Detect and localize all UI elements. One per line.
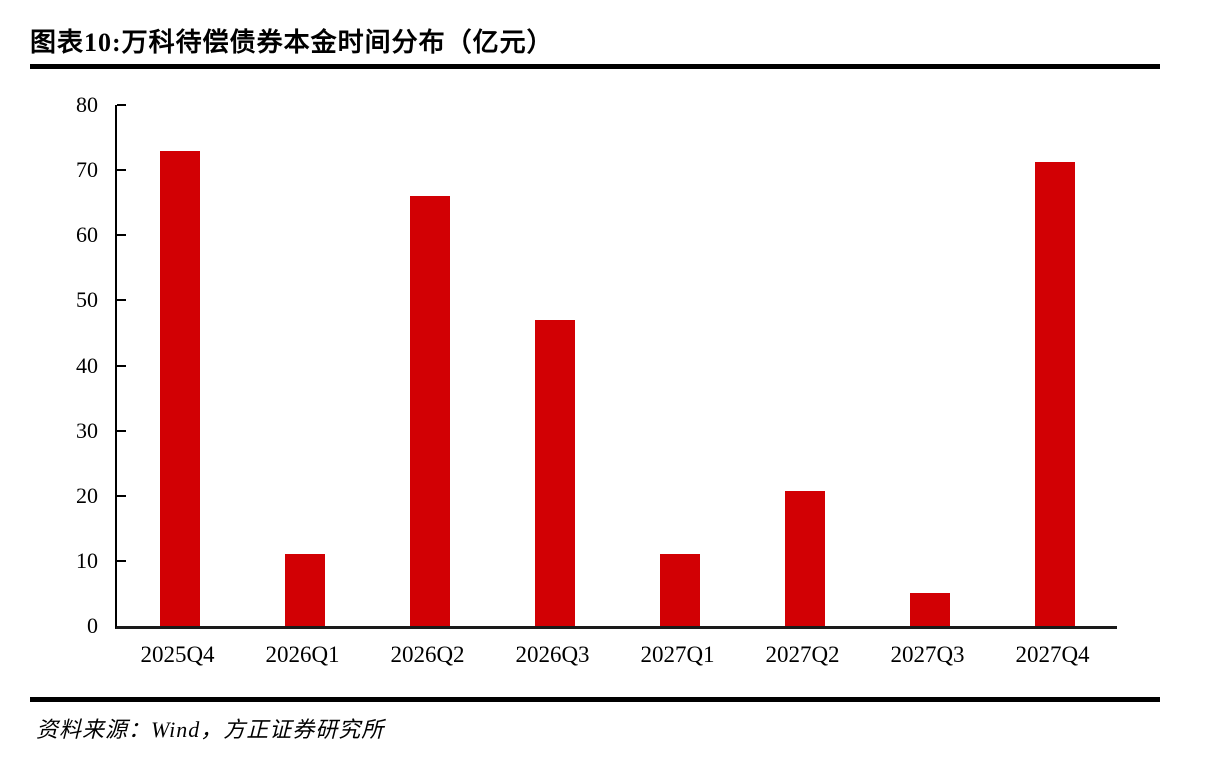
bar-2027Q3 bbox=[909, 593, 950, 626]
title-divider-rule bbox=[30, 64, 1160, 69]
y-tick-label-30: 30 bbox=[76, 417, 98, 443]
x-tick-label-2025Q4: 2025Q4 bbox=[140, 642, 215, 667]
y-tick-label-70: 70 bbox=[76, 157, 98, 183]
y-tick-mark-10 bbox=[117, 560, 126, 562]
bar-2026Q3 bbox=[534, 319, 575, 626]
y-tick-mark-40 bbox=[117, 365, 126, 367]
x-tick-label-2026Q3: 2026Q3 bbox=[515, 642, 590, 667]
y-tick-mark-70 bbox=[117, 169, 126, 171]
plot-area bbox=[115, 104, 1117, 629]
bar-2026Q1 bbox=[284, 554, 325, 626]
x-tick-label-2027Q2: 2027Q2 bbox=[765, 642, 840, 667]
bar-2027Q1 bbox=[659, 554, 700, 626]
bar-2027Q4 bbox=[1034, 162, 1075, 626]
y-tick-mark-80 bbox=[117, 104, 126, 106]
y-tick-label-50: 50 bbox=[76, 287, 98, 313]
y-tick-label-0: 0 bbox=[87, 613, 98, 638]
y-tick-mark-30 bbox=[117, 430, 126, 432]
y-tick-label-80: 80 bbox=[76, 92, 98, 117]
bar-2025Q4 bbox=[159, 150, 200, 626]
y-tick-label-10: 10 bbox=[76, 547, 98, 573]
y-tick-mark-50 bbox=[117, 299, 126, 301]
bar-2027Q2 bbox=[784, 490, 825, 626]
source-note: 资料来源：Wind，方正证券研究所 bbox=[36, 717, 385, 742]
x-tick-label-2027Q4: 2027Q4 bbox=[1015, 642, 1090, 667]
y-tick-label-60: 60 bbox=[76, 222, 98, 248]
x-tick-label-2026Q2: 2026Q2 bbox=[390, 642, 465, 667]
y-tick-label-20: 20 bbox=[76, 482, 98, 508]
y-tick-mark-20 bbox=[117, 495, 126, 497]
x-tick-label-2027Q3: 2027Q3 bbox=[890, 642, 965, 667]
footer-divider-rule bbox=[30, 697, 1160, 702]
figure-title: 图表10:万科待偿债券本金时间分布（亿元） bbox=[30, 28, 554, 57]
bar-2026Q2 bbox=[409, 196, 450, 626]
y-tick-label-40: 40 bbox=[76, 352, 98, 378]
x-tick-label-2027Q1: 2027Q1 bbox=[640, 642, 715, 667]
y-tick-mark-60 bbox=[117, 234, 126, 236]
x-tick-label-2026Q1: 2026Q1 bbox=[265, 642, 340, 667]
